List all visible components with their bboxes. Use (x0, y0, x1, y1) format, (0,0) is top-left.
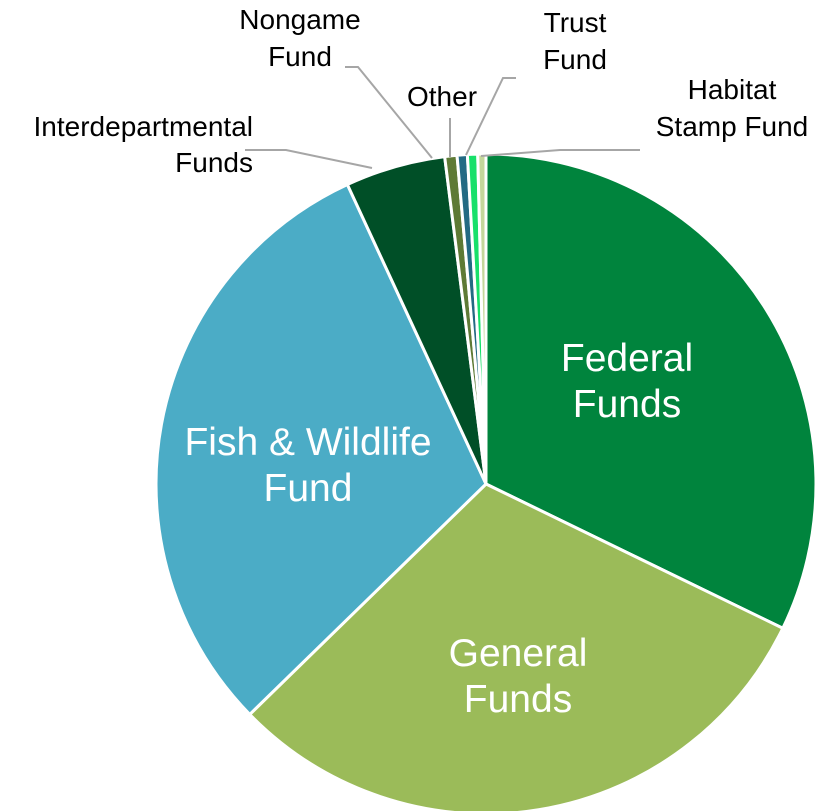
slice-label-line: Fund (264, 467, 353, 510)
slice-label-line: Trust (544, 7, 607, 38)
leader-line-nongame-fund (345, 66, 433, 159)
pie-slice-habitat-stamp-fund (476, 152, 488, 486)
slice-label-trust-fund: Trust Fund (543, 7, 607, 75)
slice-label-line: Fund (268, 41, 332, 72)
slice-label-general-funds: General Funds (449, 632, 588, 721)
slice-label-line: Habitat (688, 74, 777, 105)
leader-line-interdepartmental-funds (245, 149, 373, 169)
slice-label-line: Funds (464, 678, 572, 721)
slice-label-line: Funds (573, 383, 681, 426)
slice-label-other: Other (407, 81, 477, 112)
pie-slice-federal-funds (484, 152, 818, 630)
slice-label-line: Federal (561, 337, 693, 380)
slice-label-federal-funds: Federal Funds (561, 337, 693, 426)
pie-slices (154, 152, 818, 811)
slice-label-line: Other (407, 81, 477, 112)
slice-label-interdepartmental-funds: Interdepartmental Funds (34, 111, 253, 178)
leader-line-trust-fund (465, 77, 516, 156)
slice-label-line: Stamp Fund (656, 111, 809, 142)
slice-label-fish-and-wildlife-fund: Fish & Wildlife Fund (184, 421, 431, 510)
slice-label-line: Funds (175, 147, 253, 178)
pie-slice-general-funds (248, 482, 785, 811)
slice-label-line: Fund (543, 44, 607, 75)
slice-label-line: Nongame (239, 4, 360, 35)
slice-label-line: Fish & Wildlife (184, 421, 431, 464)
leader-line-habitat-stamp-fund (480, 149, 640, 157)
pie-slice-fish-and-wildlife-fund (154, 183, 488, 716)
slice-label-habitat-stamp-fund: Habitat Stamp Fund (656, 74, 809, 142)
slice-label-line: General (449, 632, 588, 675)
slice-label-line: Interdepartmental (34, 111, 253, 142)
slice-label-nongame-fund: Nongame Fund (239, 4, 360, 72)
